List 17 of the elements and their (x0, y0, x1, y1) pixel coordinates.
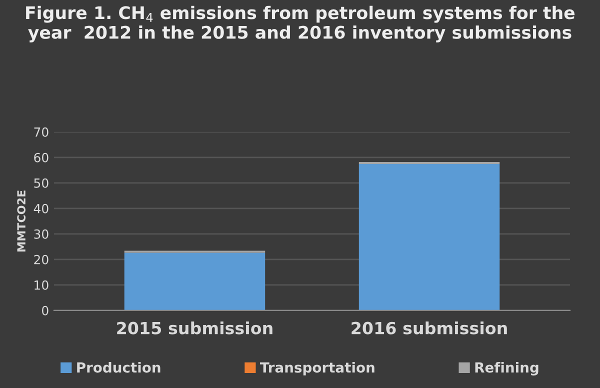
x-tick-label: 2015 submission (117, 322, 272, 334)
bar (124, 252, 266, 310)
y-tick-label: 30 (34, 229, 48, 239)
legend-label: Production (77, 362, 160, 373)
y-tick-label: 60 (34, 152, 48, 162)
y-tick-label: 40 (34, 204, 48, 214)
x-tick-label: 2016 submission (352, 322, 507, 334)
y-tick-label: 20 (34, 254, 48, 264)
bar (358, 164, 500, 310)
legend-label: Refining (475, 362, 538, 376)
y-tick-label: 50 (34, 178, 48, 188)
legend-label: Transportation (260, 362, 374, 376)
y-axis-title: MMTCO2E (17, 190, 26, 252)
y-tick-label: 10 (34, 280, 48, 290)
chart-title: Figure 1. CH$_{4}$ emissions from petroleum systems for the year 2012 in the 2015 and 2016 inventory submissions (26, 6, 575, 42)
y-tick-label: 70 (34, 127, 48, 137)
y-tick-label: 0 (42, 306, 48, 316)
